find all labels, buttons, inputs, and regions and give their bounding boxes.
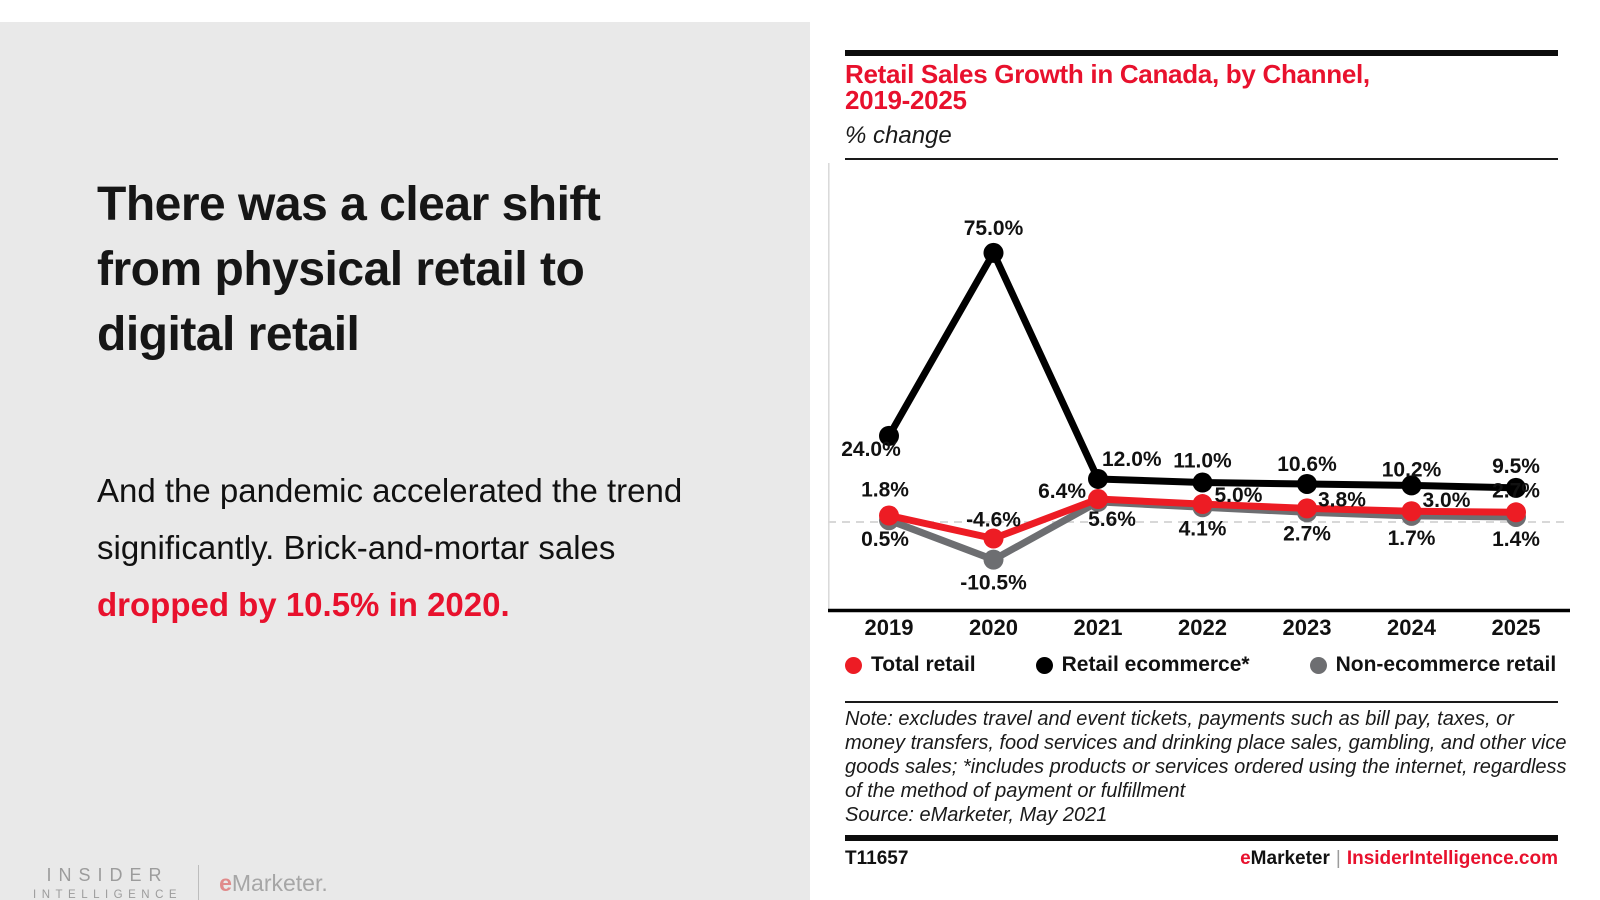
footer-emarketer-rest: Marketer: [1250, 848, 1330, 869]
data-point-label: 5.0%: [1215, 484, 1263, 507]
chart-id: T11657: [845, 848, 909, 869]
x-axis-tick-label: 2024: [1387, 615, 1437, 640]
x-axis-tick-label: 2021: [1074, 615, 1123, 640]
chart-subtitle: % change: [845, 122, 952, 149]
x-axis-tick-label: 2019: [865, 615, 914, 640]
legend-dot-icon: [845, 656, 862, 674]
footer-separator: |: [1335, 848, 1341, 869]
logo-line-intelligence: INTELLIGENCE: [33, 889, 183, 900]
headline-line: There was a clear shift: [97, 178, 601, 231]
data-point-label: 4.1%: [1179, 517, 1227, 540]
data-point-label: 6.4%: [1038, 480, 1086, 503]
legend-item: Retail ecommerce*: [1035, 653, 1250, 677]
data-point-label: 3.0%: [1423, 489, 1471, 512]
data-point-label: 9.5%: [1492, 455, 1540, 478]
chart-title-line: 2019-2025: [845, 85, 967, 115]
footer-emarketer-e: e: [1240, 848, 1251, 869]
data-point: [1088, 468, 1108, 489]
left-text-panel: There was a clear shift from physical ret…: [0, 22, 810, 900]
footer-branding: eMarketer | InsiderIntelligence.com: [845, 848, 1558, 870]
body-text: And the pandemic accelerated the trend si…: [97, 462, 682, 633]
body-lines: And the pandemic accelerated the trend si…: [97, 462, 682, 576]
data-point-label: 5.6%: [1088, 508, 1136, 531]
footer-rule: [845, 835, 1558, 841]
chart-top-rule: [845, 50, 1558, 56]
data-point-label: 10.6%: [1277, 453, 1337, 476]
note-line: goods sales; *includes products or servi…: [845, 756, 1567, 778]
chart-title: Retail Sales Growth in Canada, by Channe…: [845, 61, 1370, 113]
x-axis-tick-label: 2020: [969, 615, 1018, 640]
data-point-label: 75.0%: [964, 217, 1024, 240]
data-point-label: 2.7%: [1492, 479, 1540, 502]
data-point-label: 1.7%: [1388, 527, 1436, 550]
data-point: [1401, 475, 1422, 496]
logo-divider: [198, 865, 200, 900]
legend-dot-icon: [1035, 656, 1053, 674]
note-rule: [845, 701, 1558, 703]
legend-label: Non-ecommerce retail: [1335, 653, 1557, 676]
data-point-label: 3.8%: [1318, 488, 1366, 511]
data-point-label: 11.0%: [1173, 450, 1232, 473]
body-highlight: dropped by 10.5% in 2020.: [97, 586, 510, 623]
note-line: Note: excludes travel and event tickets,…: [845, 708, 1514, 730]
data-point: [879, 505, 899, 526]
footer-site-link[interactable]: InsiderIntelligence.com: [1346, 848, 1558, 869]
data-point: [1297, 498, 1317, 519]
data-point: [1088, 489, 1108, 510]
data-point-label: 10.2%: [1382, 458, 1442, 481]
data-point: [1297, 473, 1317, 494]
data-point-label: -4.6%: [966, 509, 1021, 532]
data-point: [1506, 477, 1526, 498]
insider-intelligence-emarketer-logo: INSIDER INTELLIGENCE eMarketer.: [33, 865, 328, 900]
data-point-label: 12.0%: [1102, 448, 1162, 471]
note-line: money transfers, food services and drink…: [845, 732, 1567, 754]
data-point: [983, 242, 1004, 263]
body-line: And the pandemic accelerated the trend: [97, 472, 683, 509]
data-point-label: 2.7%: [1283, 522, 1331, 545]
data-point-label: 0.5%: [861, 528, 909, 551]
x-axis-tick-label: 2022: [1178, 615, 1227, 640]
chart-mid-rule: [845, 158, 1558, 160]
chart-svg: 0.5% -10.5% 5.6% 4.1% 2.7% 1.7% 1.4% 1.8% -4.6% 6…: [828, 163, 1570, 640]
x-axis-tick-label: 2023: [1283, 615, 1332, 640]
body-line: significantly. Brick-and-mortar sales: [97, 529, 616, 566]
note-line: of the method of payment or fulfillment: [845, 780, 1186, 802]
headline: There was a clear shift from physical ret…: [97, 172, 601, 367]
data-point: [1506, 502, 1526, 523]
headline-line: from physical retail to: [97, 243, 585, 296]
data-point: [1401, 501, 1422, 522]
emarketer-rest: Marketer.: [231, 869, 328, 896]
data-point-label: 1.8%: [861, 479, 909, 502]
data-point: [879, 425, 899, 446]
legend-dot-icon: [1309, 656, 1327, 674]
insider-intelligence-wordmark: INSIDER INTELLIGENCE: [33, 865, 182, 900]
data-point-label: -10.5%: [960, 572, 1027, 595]
chart-source: Source: eMarketer, May 2021: [845, 804, 1108, 826]
x-axis-tick-label: 2025: [1492, 615, 1541, 640]
logo-line-insider: INSIDER: [46, 865, 169, 885]
data-point-label: 1.4%: [1492, 528, 1540, 551]
data-point: [1192, 472, 1213, 493]
legend-label: Retail ecommerce*: [1061, 653, 1250, 676]
legend-label: Total retail: [871, 653, 976, 676]
data-point-label: 24.0%: [841, 438, 901, 461]
chart-title-line: Retail Sales Growth in Canada, by Channe…: [845, 59, 1370, 89]
emarketer-wordmark: eMarketer.: [219, 870, 328, 897]
legend-item: Non-ecommerce retail: [1309, 653, 1557, 677]
emarketer-e: e: [219, 869, 232, 896]
line-chart: 0.5% -10.5% 5.6% 4.1% 2.7% 1.7% 1.4% 1.8% -4.6% 6…: [828, 163, 1570, 648]
headline-line: digital retail: [97, 308, 360, 361]
chart-note: Note: excludes travel and event tickets,…: [845, 707, 1567, 803]
chart-legend: Total retail Retail ecommerce* Non-ecommer…: [845, 653, 1600, 677]
data-point: [983, 528, 1004, 549]
legend-item: Total retail: [845, 653, 976, 677]
data-point: [1192, 494, 1213, 515]
footer-emarketer: eMarketer: [1240, 848, 1330, 869]
data-point: [983, 549, 1004, 570]
